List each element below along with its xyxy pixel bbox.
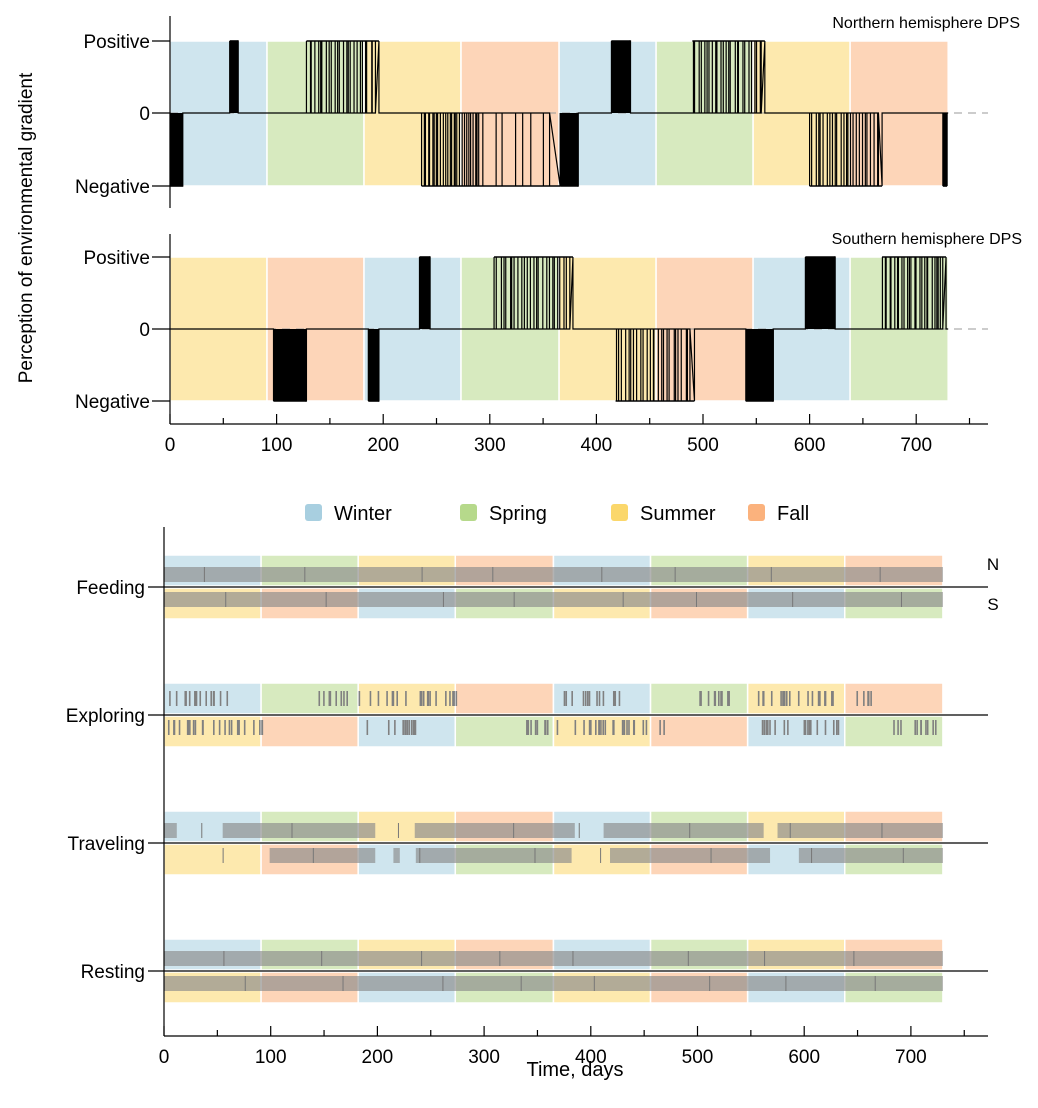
- north-activity-bar: [164, 951, 943, 966]
- bottom-x-tick-label: 400: [575, 1047, 607, 1068]
- north-activity-bar: [414, 823, 575, 838]
- southern-hemisphere-panel: Positive 0 Negative 0 100 200 300 400 500 600 700: [75, 234, 988, 456]
- x-tick-label: 600: [794, 435, 826, 456]
- northern-hemisphere-panel: Positive 0 Negative: [75, 16, 988, 208]
- bottom-x-tick-label: 300: [468, 1047, 500, 1068]
- behavior-label-traveling: Traveling: [68, 834, 145, 855]
- legend-label-fall: Fall: [777, 503, 809, 525]
- hemisphere-label-n: N: [987, 555, 999, 574]
- behavior-label-exploring: Exploring: [66, 706, 145, 727]
- legend-swatch-fall: [748, 504, 765, 521]
- behavior-label-feeding: Feeding: [76, 578, 145, 599]
- y-tick-label: Negative: [75, 392, 150, 413]
- behavior-raster-panel: Feeding Exploring Traveling Resting 0 100 200 3…: [66, 527, 988, 1068]
- x-tick-label: 100: [261, 435, 293, 456]
- legend-label-spring: Spring: [489, 503, 547, 525]
- north-activity-bar: [164, 567, 943, 582]
- south-activity-bar: [415, 848, 572, 863]
- behavior-label-resting: Resting: [81, 962, 145, 983]
- south-season-band: [163, 715, 262, 748]
- south-activity-bar: [164, 976, 943, 991]
- gradient-trace: [170, 256, 949, 402]
- south-season-band: [260, 715, 359, 748]
- south-season-band: [454, 715, 555, 748]
- bottom-x-tick-label: 700: [895, 1047, 927, 1068]
- mid-panel-title: Southern hemisphere DPS: [832, 231, 1022, 248]
- legend-label-summer: Summer: [640, 503, 716, 525]
- y-tick-label: 0: [139, 320, 150, 341]
- bottom-x-tick-label: 500: [682, 1047, 714, 1068]
- bottom-x-tick-label: 100: [255, 1047, 287, 1068]
- south-season-band: [163, 843, 262, 876]
- north-activity-bar: [222, 823, 376, 838]
- x-tick-label: 700: [900, 435, 932, 456]
- south-activity-bar: [798, 848, 943, 863]
- top-panel-title: Northern hemisphere DPS: [832, 15, 1020, 32]
- gradient-trace: [169, 40, 949, 187]
- figure-labels: Northern hemisphere DPS Southern hemisph…: [16, 15, 1022, 1081]
- north-activity-bar: [164, 823, 177, 838]
- bottom-x-tick-label: 0: [159, 1047, 170, 1068]
- south-season-band: [649, 715, 749, 748]
- bottom-x-tick-label: 600: [788, 1047, 820, 1068]
- south-season-band: [552, 715, 652, 748]
- legend-swatch-summer: [611, 504, 628, 521]
- south-activity-bar: [393, 848, 400, 863]
- north-activity-bar: [777, 823, 943, 838]
- bottom-x-tick-label: 200: [362, 1047, 394, 1068]
- north-activity-bar: [603, 823, 764, 838]
- legend-swatch-spring: [460, 504, 477, 521]
- y-tick-label: 0: [139, 104, 150, 125]
- y-tick-label: Positive: [83, 32, 150, 53]
- legend-label-winter: Winter: [334, 503, 392, 525]
- x-tick-label: 300: [474, 435, 506, 456]
- north-season-band: [454, 682, 555, 715]
- season-legend: Winter Spring Summer Fall: [305, 503, 809, 525]
- north-season-band: [163, 682, 262, 715]
- south-activity-bar: [164, 592, 943, 607]
- north-season-band: [357, 682, 457, 715]
- north-season-band: [843, 682, 944, 715]
- north-season-band: [746, 682, 846, 715]
- x-tick-label: 500: [687, 435, 719, 456]
- south-activity-bar: [610, 848, 771, 863]
- y-tick-label: Positive: [83, 248, 150, 269]
- x-tick-label: 0: [165, 435, 176, 456]
- y-axis-label: Perception of environmental gradient: [16, 72, 37, 383]
- x-tick-label: 400: [581, 435, 613, 456]
- x-tick-label: 200: [367, 435, 399, 456]
- south-activity-bar: [269, 848, 376, 863]
- x-axis-label: Time, days: [526, 1059, 623, 1081]
- north-season-band: [649, 682, 749, 715]
- legend-swatch-winter: [305, 504, 322, 521]
- north-season-band: [552, 682, 652, 715]
- y-tick-label: Negative: [75, 177, 150, 198]
- hemisphere-label-s: S: [987, 595, 998, 614]
